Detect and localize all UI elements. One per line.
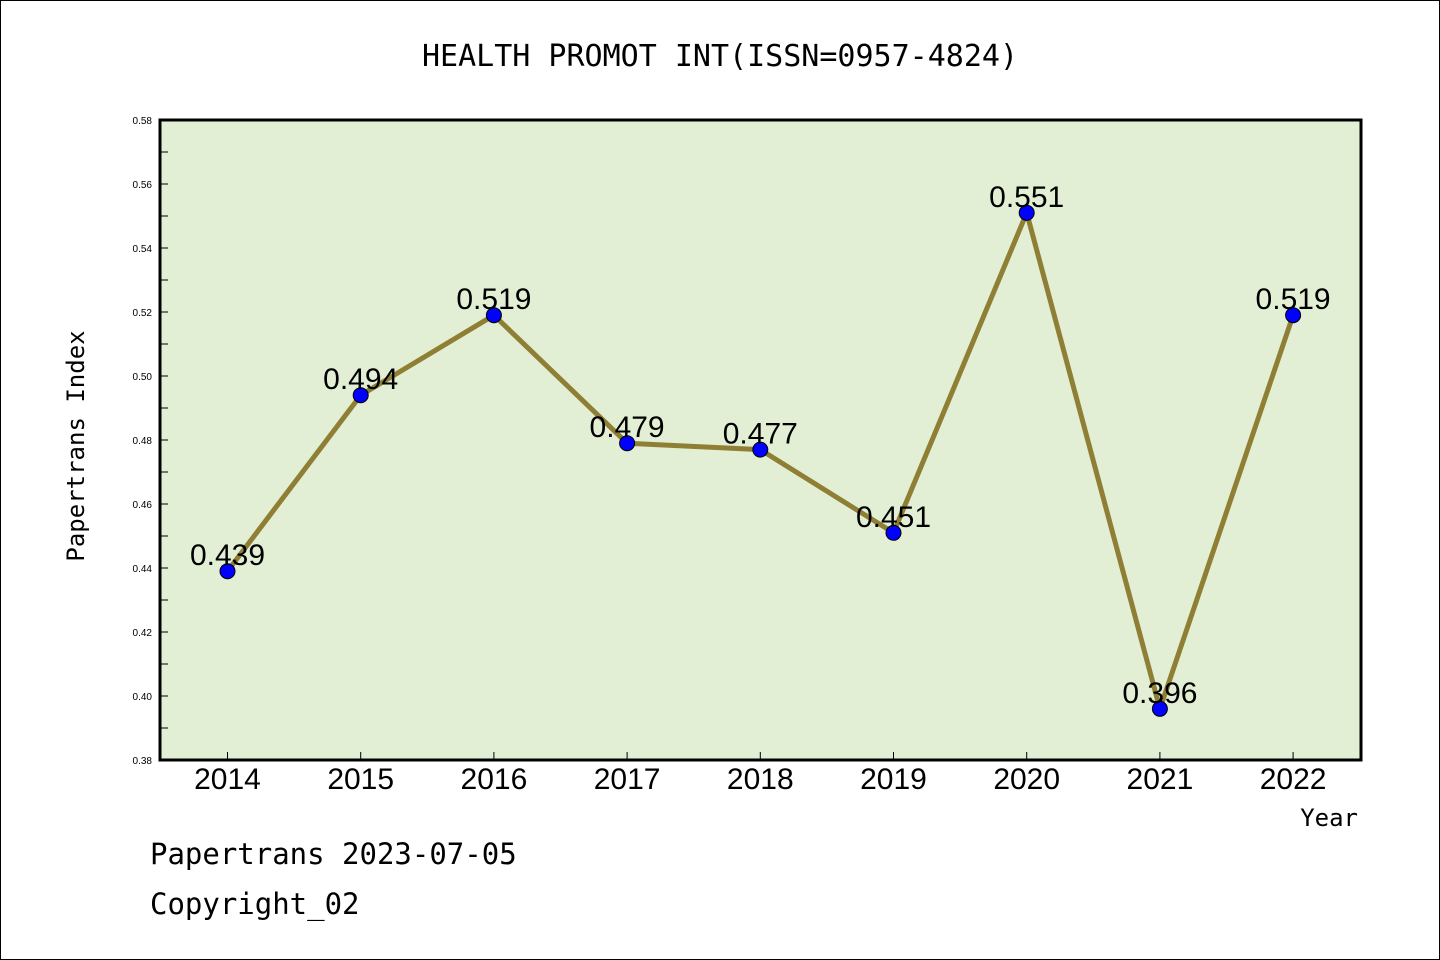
- x-tick-label: 2019: [860, 763, 927, 796]
- data-label: 0.519: [1256, 283, 1331, 316]
- data-point: [619, 435, 636, 452]
- x-tick-label: 2022: [1260, 763, 1327, 796]
- data-label: 0.519: [456, 283, 531, 316]
- data-label: 0.451: [856, 501, 931, 534]
- y-tick-label: 0.54: [133, 244, 153, 255]
- data-point: [752, 441, 769, 458]
- y-tick-label: 0.56: [133, 180, 153, 191]
- data-point: [352, 387, 369, 404]
- y-axis-label: Papertrans Index: [62, 330, 90, 561]
- y-tick-label: 0.44: [133, 564, 153, 575]
- y-tick-label: 0.40: [133, 692, 153, 703]
- footer-copyright: Copyright_02: [150, 887, 360, 922]
- data-label: 0.551: [989, 181, 1064, 214]
- data-point: [1018, 204, 1035, 221]
- data-point: [1285, 307, 1302, 324]
- plot-area: [158, 118, 1363, 762]
- data-label: 0.494: [323, 363, 398, 396]
- data-point: [219, 563, 236, 580]
- y-tick-label: 0.38: [133, 756, 153, 767]
- data-point: [485, 307, 502, 324]
- y-tick-label: 0.58: [133, 116, 153, 127]
- footer-date: Papertrans 2023-07-05: [150, 837, 517, 871]
- data-point: [1151, 700, 1168, 717]
- data-label: 0.439: [190, 539, 265, 572]
- x-tick-label: 2015: [327, 763, 394, 796]
- data-point: [885, 524, 902, 541]
- y-tick-label: 0.46: [133, 500, 153, 511]
- x-tick-label: 2018: [727, 763, 794, 796]
- data-labels: 0.439 0.494 0.519 0.479 0.477 0.451 0.551 0.396…: [190, 181, 1331, 710]
- data-points: [219, 204, 1302, 717]
- x-tick-label: 2017: [594, 763, 661, 796]
- y-tick-label: 0.48: [133, 436, 153, 447]
- y-tick-label: 0.42: [133, 628, 153, 639]
- y-tick-label: 0.52: [133, 308, 153, 319]
- data-label: 0.479: [590, 411, 665, 444]
- y-tick-label: 0.50: [133, 372, 153, 383]
- x-tick-label: 2014: [194, 763, 261, 796]
- x-tick-label: 2020: [993, 763, 1060, 796]
- x-tick-label: 2016: [461, 763, 528, 796]
- chart-title: HEALTH PROMOT INT(ISSN=0957-4824): [422, 39, 1018, 74]
- x-tick-label: 2021: [1127, 763, 1194, 796]
- data-label: 0.477: [723, 418, 798, 451]
- x-axis: 2014 2015 2016 2017 2018 2019 2020 2021 2022: [194, 752, 1326, 796]
- x-axis-label: Year: [1300, 804, 1358, 832]
- y-axis: 0.38 0.40 0.42 0.44 0.46 0.48 0.50 0.52 0.54 0.56…: [133, 116, 168, 767]
- data-label: 0.396: [1122, 677, 1197, 710]
